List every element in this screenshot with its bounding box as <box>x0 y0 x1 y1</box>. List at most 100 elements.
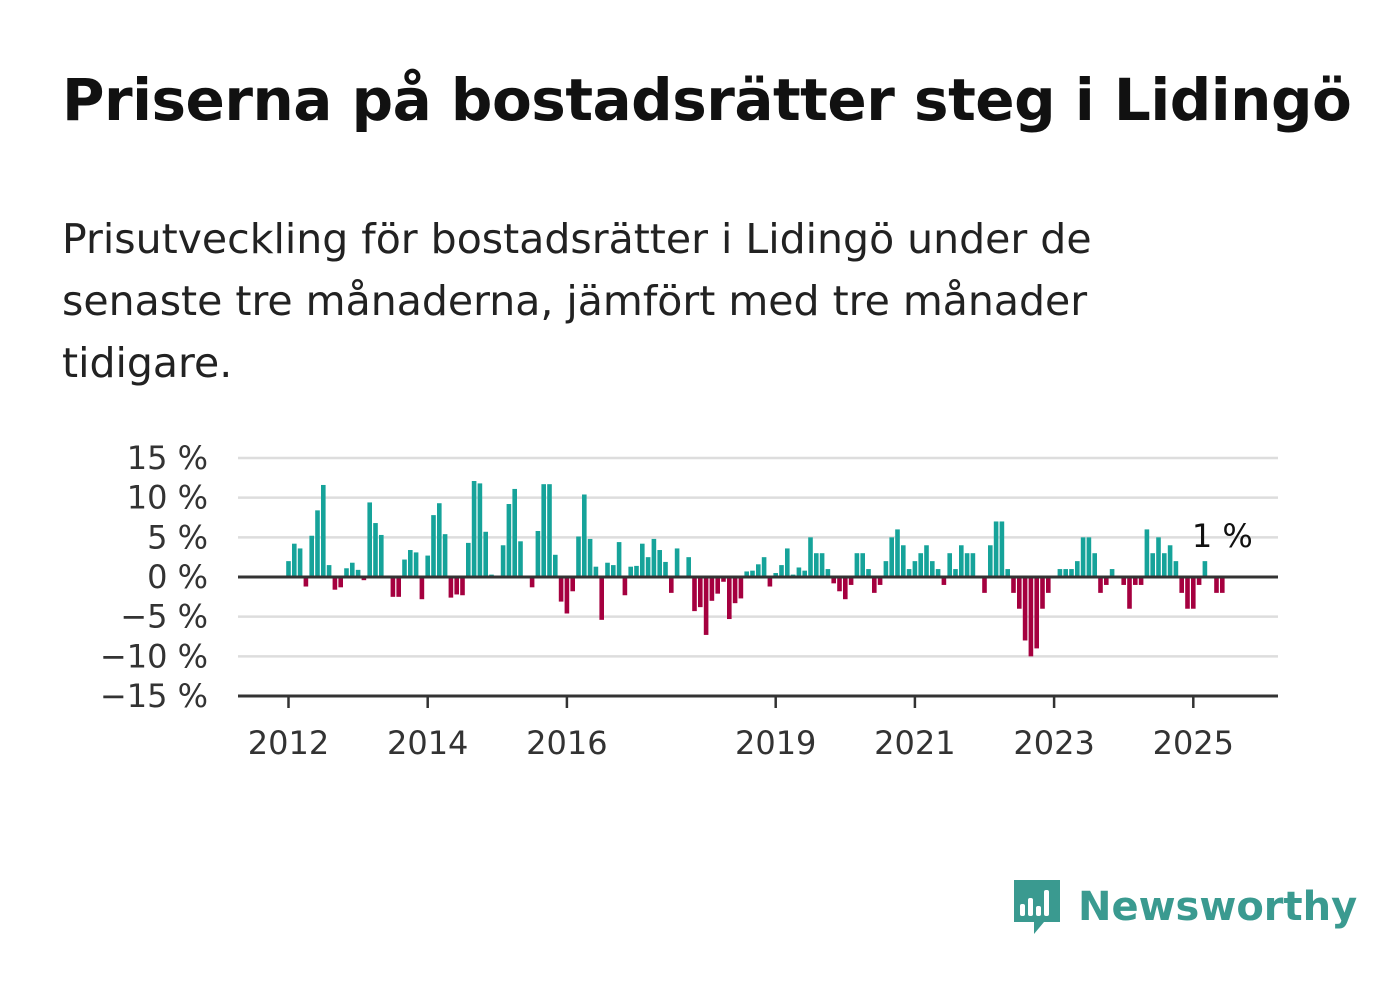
bar <box>831 577 836 584</box>
bar <box>744 571 749 577</box>
y-tick-label: 5 % <box>147 518 208 556</box>
bar <box>425 555 430 577</box>
bar <box>367 502 372 577</box>
bar <box>396 577 401 597</box>
bar <box>692 577 697 612</box>
bar <box>1138 577 1144 585</box>
bar <box>1104 577 1109 585</box>
bar <box>1220 577 1225 593</box>
newsworthy-brand: Newsworthy <box>1010 876 1357 938</box>
y-tick-label: 15 % <box>127 439 208 477</box>
bar <box>582 494 587 577</box>
bar <box>408 550 413 577</box>
bar <box>843 577 848 600</box>
bar <box>715 577 720 594</box>
bar <box>1011 577 1016 593</box>
bar <box>1028 577 1034 657</box>
bar <box>466 542 471 577</box>
bar <box>1017 577 1022 609</box>
bar <box>808 537 813 577</box>
bar <box>993 521 999 577</box>
bar <box>1046 577 1051 593</box>
bar <box>1127 577 1132 609</box>
bar <box>999 521 1005 577</box>
bar <box>935 569 941 577</box>
bar <box>709 577 715 601</box>
bar <box>355 569 361 577</box>
bar <box>1191 577 1196 609</box>
bar <box>924 545 929 577</box>
bar <box>437 503 442 577</box>
bar <box>895 529 900 577</box>
bar <box>773 573 778 577</box>
bar <box>785 548 790 577</box>
bar <box>947 553 952 577</box>
bar <box>738 577 744 599</box>
bar <box>912 561 918 577</box>
bar <box>1022 577 1028 641</box>
bar <box>570 577 575 592</box>
bar <box>657 550 662 577</box>
bar <box>477 483 483 577</box>
bar <box>796 567 802 577</box>
bar <box>454 577 459 595</box>
bar <box>332 577 338 590</box>
bar <box>286 561 291 577</box>
y-tick-label: 0 % <box>147 558 208 596</box>
bar <box>390 577 396 597</box>
y-tick-label: −10 % <box>100 637 208 675</box>
bar <box>901 545 906 577</box>
bar <box>1075 561 1080 577</box>
bar <box>953 569 958 577</box>
y-axis-ticks: 15 %10 %5 %0 %−5 %−10 %−15 % <box>100 439 208 715</box>
x-tick-label: 2021 <box>874 724 955 762</box>
bar <box>1156 537 1161 577</box>
bar <box>611 565 616 577</box>
bar <box>651 538 657 577</box>
x-tick-label: 2012 <box>248 724 329 762</box>
x-tick-label: 2014 <box>387 724 468 762</box>
brand-name: Newsworthy <box>1078 884 1358 930</box>
bar <box>471 481 477 577</box>
bar <box>1185 577 1190 609</box>
bar <box>634 565 639 577</box>
bar <box>402 559 407 577</box>
bar <box>605 562 610 577</box>
bar <box>982 577 987 593</box>
bar <box>361 577 367 581</box>
bar <box>303 577 309 587</box>
bar <box>779 565 784 577</box>
bar <box>1034 577 1039 649</box>
newsworthy-logo-icon <box>1014 880 1060 934</box>
bar <box>837 577 842 592</box>
bar <box>645 557 651 577</box>
bars <box>286 481 1225 657</box>
y-tick-label: −15 % <box>100 677 208 715</box>
bar <box>674 548 680 577</box>
bar <box>819 553 825 577</box>
bar <box>616 542 622 577</box>
bar <box>941 577 947 585</box>
bar <box>344 568 349 577</box>
bar <box>756 564 761 577</box>
x-tick-label: 2019 <box>735 724 816 762</box>
bar <box>698 577 703 608</box>
bar <box>448 577 454 598</box>
bar <box>512 488 517 577</box>
bar <box>761 557 767 577</box>
bar <box>419 577 425 600</box>
bar <box>1196 577 1202 585</box>
bar <box>338 577 343 588</box>
bar <box>535 530 541 577</box>
bar <box>1121 577 1126 585</box>
bar <box>541 484 546 577</box>
bar <box>413 552 419 577</box>
bar <box>959 545 964 577</box>
bar <box>553 554 558 577</box>
bar <box>558 577 564 602</box>
last-value-annotation: 1 % <box>1192 517 1253 555</box>
bar <box>1109 569 1115 577</box>
bar <box>640 543 645 577</box>
bar <box>988 545 993 577</box>
bar <box>1150 553 1155 577</box>
